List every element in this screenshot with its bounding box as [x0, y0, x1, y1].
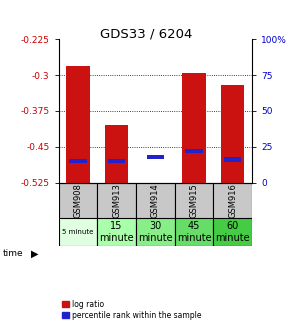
Text: 15
minute: 15 minute — [99, 221, 134, 243]
Bar — [136, 218, 175, 246]
Bar — [136, 182, 175, 218]
Text: GSM908: GSM908 — [74, 183, 82, 218]
Bar — [97, 218, 136, 246]
Bar — [66, 66, 90, 182]
Bar — [97, 182, 136, 218]
Text: GSM916: GSM916 — [228, 183, 237, 218]
Bar — [59, 182, 97, 218]
Bar — [146, 155, 164, 159]
Bar — [105, 125, 128, 182]
Text: GSM915: GSM915 — [190, 183, 198, 218]
Bar — [175, 182, 213, 218]
Text: 60
minute: 60 minute — [215, 221, 250, 243]
Text: GSM914: GSM914 — [151, 183, 160, 218]
Bar — [213, 218, 252, 246]
Bar — [175, 218, 213, 246]
Bar — [69, 159, 87, 163]
Text: time: time — [3, 249, 23, 258]
Text: 30
minute: 30 minute — [138, 221, 173, 243]
Text: GSM913: GSM913 — [112, 183, 121, 218]
Bar — [224, 158, 241, 162]
Bar — [59, 218, 97, 246]
Bar — [185, 149, 203, 153]
Bar — [221, 85, 244, 182]
Text: 5 minute: 5 minute — [62, 229, 94, 235]
Legend: log ratio, percentile rank within the sample: log ratio, percentile rank within the sa… — [62, 300, 201, 320]
Bar — [144, 182, 167, 185]
Text: GDS33 / 6204: GDS33 / 6204 — [100, 28, 193, 41]
Text: 45
minute: 45 minute — [177, 221, 211, 243]
Bar — [108, 159, 125, 163]
Text: ▶: ▶ — [31, 249, 38, 258]
Bar — [182, 73, 206, 182]
Bar — [213, 182, 252, 218]
